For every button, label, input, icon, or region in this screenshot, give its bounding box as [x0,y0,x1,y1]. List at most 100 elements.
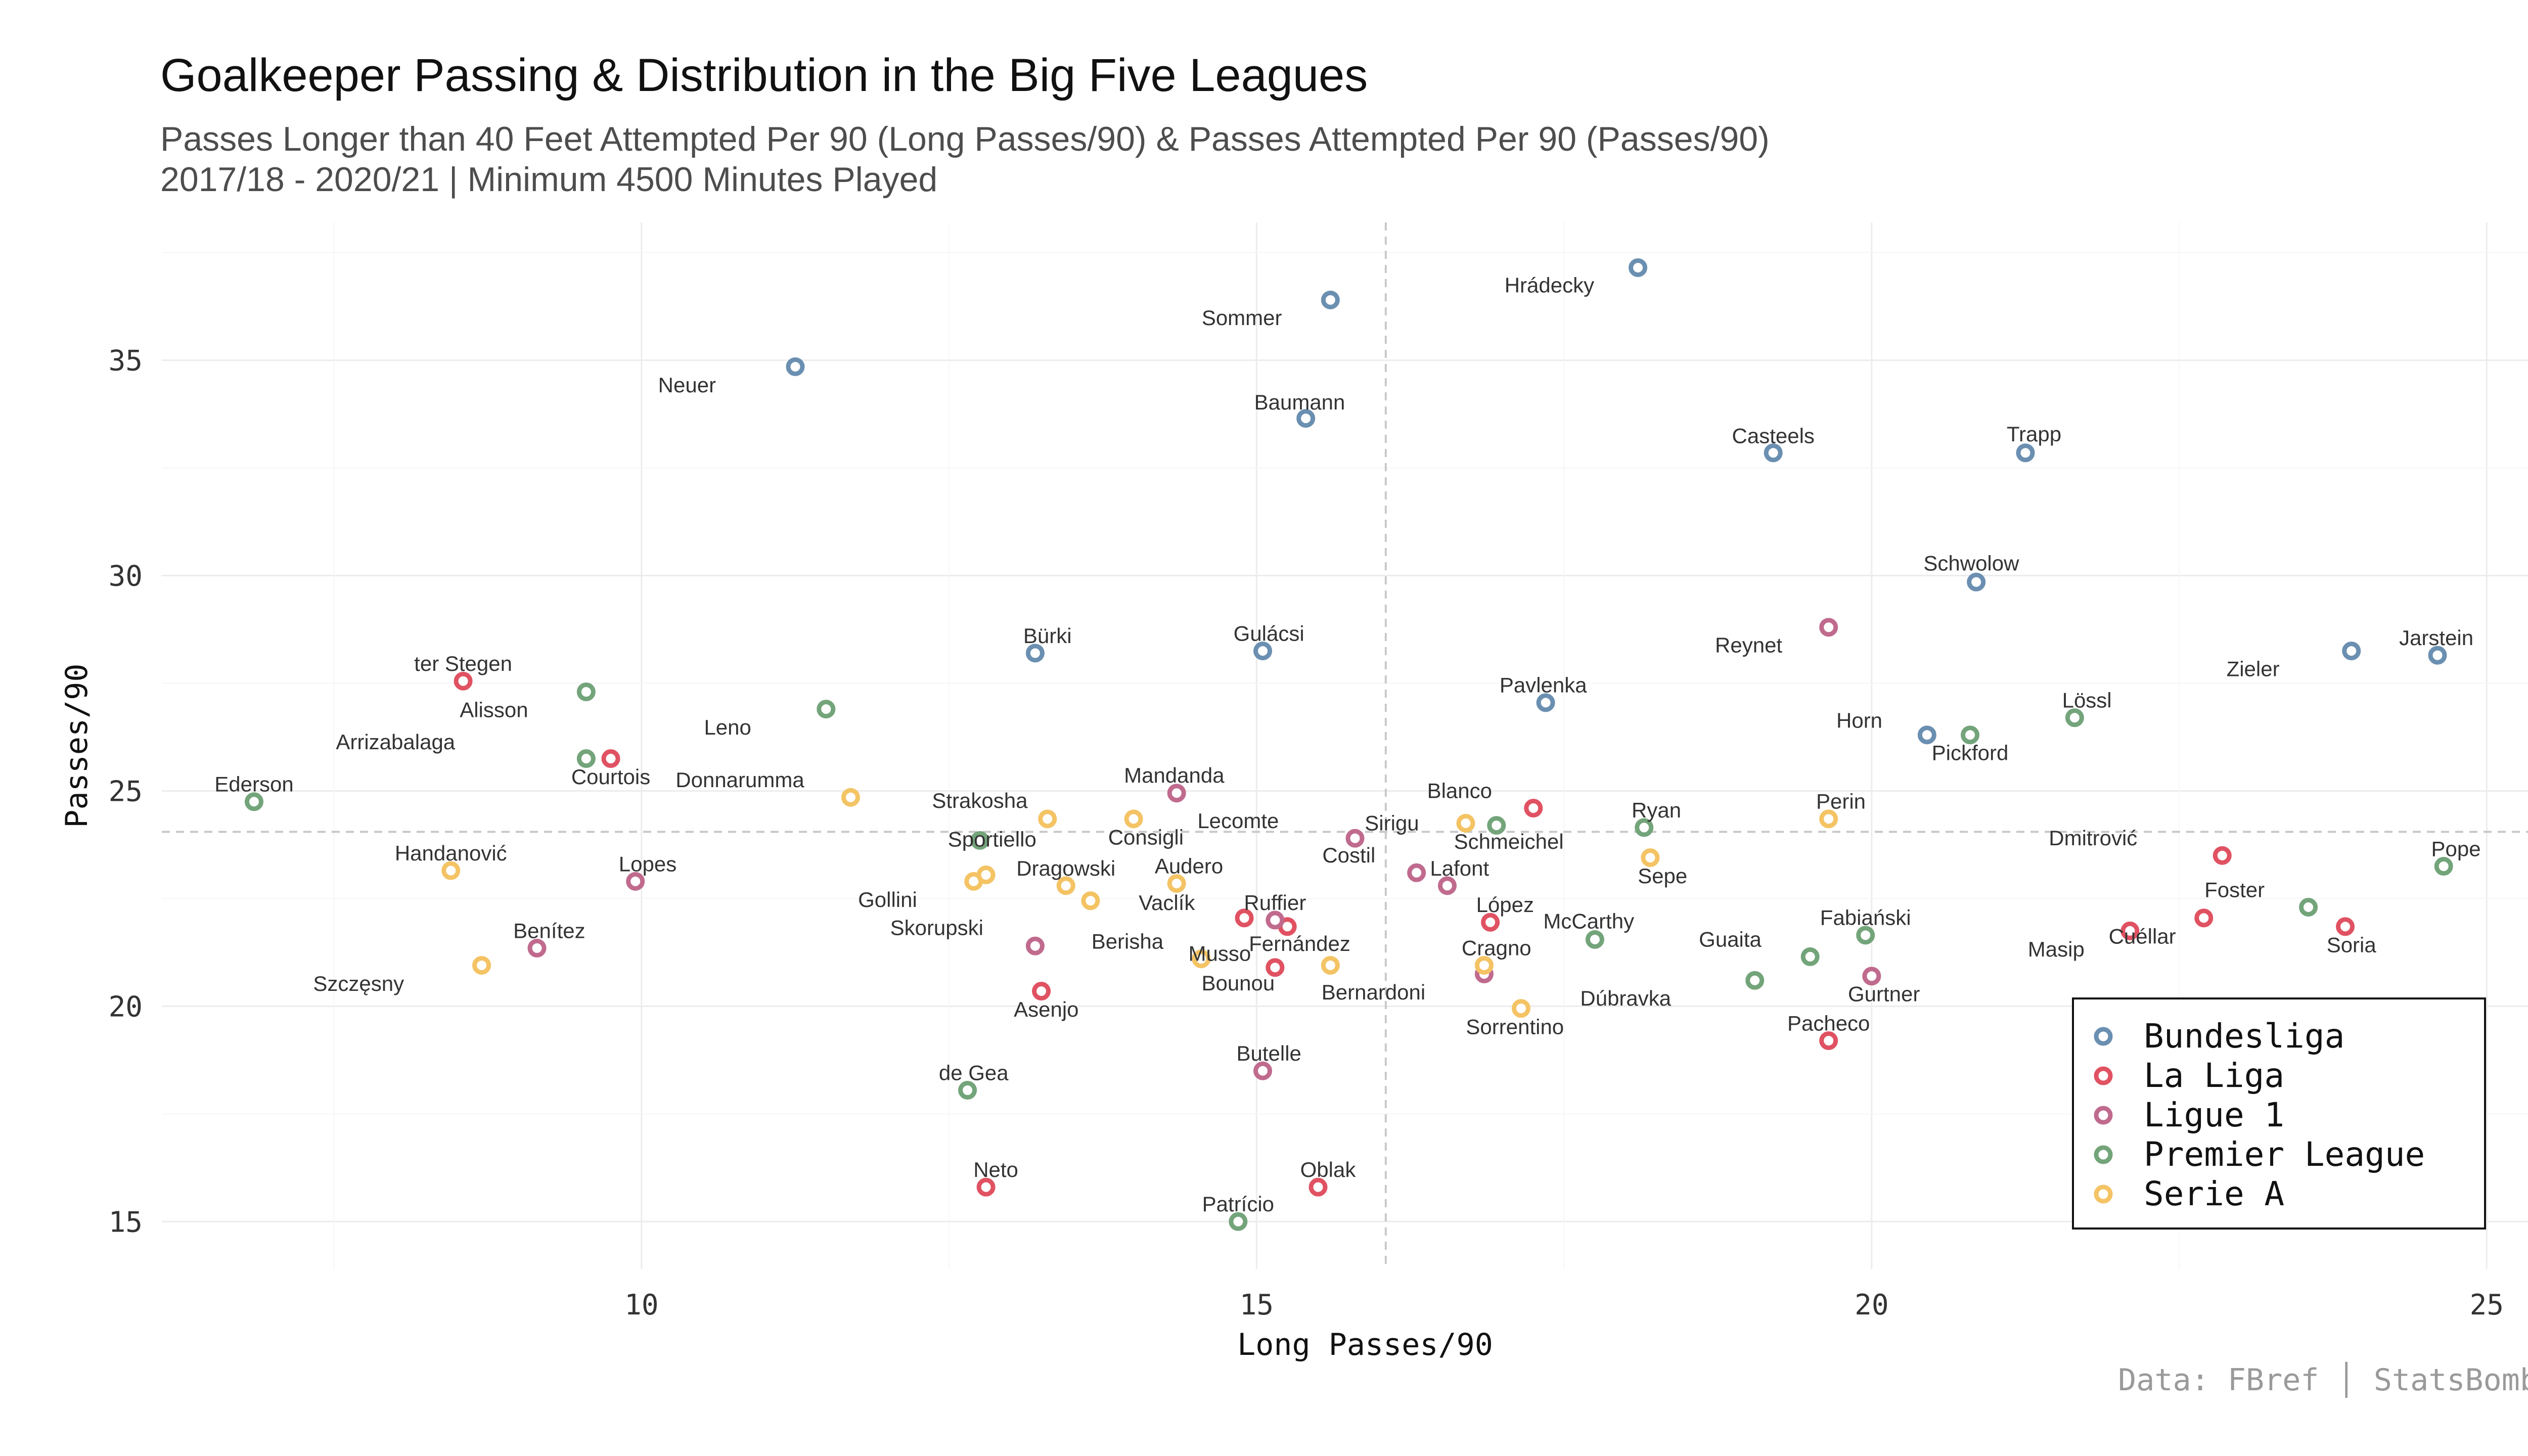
point-label: Arrizabalaga [336,730,455,754]
data-point [1481,913,1500,932]
data-point [1321,956,1340,975]
data-point [626,872,645,891]
point-label: Ederson [214,772,293,796]
data-point [786,357,805,376]
data-point [1192,949,1211,969]
point-label: Consigli [1108,825,1184,849]
y-tick-label: 25 [109,775,143,808]
point-label: Benítez [513,919,585,942]
point-label: Alisson [460,698,528,721]
point-label: Sirigu [1365,811,1419,835]
point-label: Foster [2204,878,2265,901]
data-point [1819,1031,1838,1051]
data-point [1407,863,1426,882]
point-label: Horn [1836,709,1882,733]
data-point [1345,829,1365,848]
point-label: López [1476,893,1534,917]
point-label: Lössl [2062,689,2112,712]
data-point [1635,818,1654,837]
y-axis-title: Passes/90 [59,663,95,828]
point-label: Szczęsny [313,972,404,995]
data-point [1917,725,1936,745]
legend-marker [2094,1027,2113,1046]
point-label: Neto [973,1158,1018,1181]
point-label: Jarstein [2399,626,2473,650]
data-point [976,1177,996,1197]
legend-marker [2094,1106,2113,1125]
point-label: Casteels [1732,424,1815,448]
point-label: Sommer [1202,306,1282,330]
data-point [2299,897,2318,917]
data-point [2342,642,2361,661]
point-label: Ryan [1632,798,1681,822]
legend-marker [2094,1066,2113,1085]
data-point [1124,809,1143,829]
point-label: Pacheco [1787,1011,1870,1035]
data-point [454,671,473,691]
data-point [1167,874,1186,893]
point-label: Skorupski [890,916,983,939]
point-label: Baumann [1254,390,1345,414]
point-label: Dmitrović [2049,826,2137,850]
point-label: Asenjo [1014,997,1078,1021]
point-label: Fernández [1249,932,1350,956]
legend-marker [2094,1145,2113,1164]
data-point [576,749,596,768]
data-point [1296,409,1316,428]
data-point [441,861,461,880]
data-point [2434,857,2453,876]
data-point [1764,443,1783,463]
point-label: Reynet [1715,633,1782,657]
data-point [1641,848,1660,867]
point-label: Pope [2431,837,2480,860]
legend-box [2072,997,2486,1230]
data-point [1235,908,1254,928]
point-label: Zieler [2227,657,2280,680]
chart-title: Goalkeeper Passing & Distribution in the… [160,50,1368,101]
point-label: Bernardoni [1322,980,1425,1004]
x-axis-title: Long Passes/90 [1237,1327,1493,1362]
point-label: de Gea [939,1061,1009,1084]
data-point [841,788,860,807]
data-point [1819,618,1838,637]
data-point [2065,708,2084,727]
data-point [2194,908,2214,928]
point-label: Guaita [1699,927,1762,951]
legend-label: Serie A [2144,1174,2284,1213]
data-point [1167,784,1186,803]
point-label: Musso [1189,941,1251,965]
point-label: Schmeichel [1454,830,1564,853]
data-point [1536,693,1555,712]
point-label: Perin [1816,790,1866,813]
data-point [1081,891,1100,911]
data-point [1032,982,1051,1001]
data-point [2120,921,2140,940]
data-point [1511,999,1530,1018]
data-point [2016,443,2035,463]
point-label: Audero [1155,854,1223,878]
point-label: Bounou [1201,971,1275,995]
point-label: Gulácsi [1234,622,1304,646]
data-point [1960,725,1979,745]
data-point [1266,958,1285,977]
point-label: Dúbravka [1580,986,1671,1010]
data-point [1308,1177,1328,1197]
data-point [1025,644,1045,663]
point-label: Gollini [858,888,917,912]
y-tick-label: 30 [109,560,143,593]
data-point [958,1080,977,1100]
legend-label: La Liga [2144,1056,2284,1095]
data-point [1800,947,1820,966]
x-tick-label: 10 [624,1289,658,1322]
y-tick-label: 20 [109,990,143,1023]
data-point [601,749,620,768]
point-label: ter Stegen [414,652,512,675]
point-label: Lecomte [1197,809,1279,833]
point-label: Masip [2028,937,2085,961]
point-label: Sorrentino [1466,1015,1564,1038]
data-point [1745,971,1765,990]
data-point [1524,799,1543,818]
x-tick-label: 20 [1855,1289,1888,1322]
data-point [1487,816,1506,835]
